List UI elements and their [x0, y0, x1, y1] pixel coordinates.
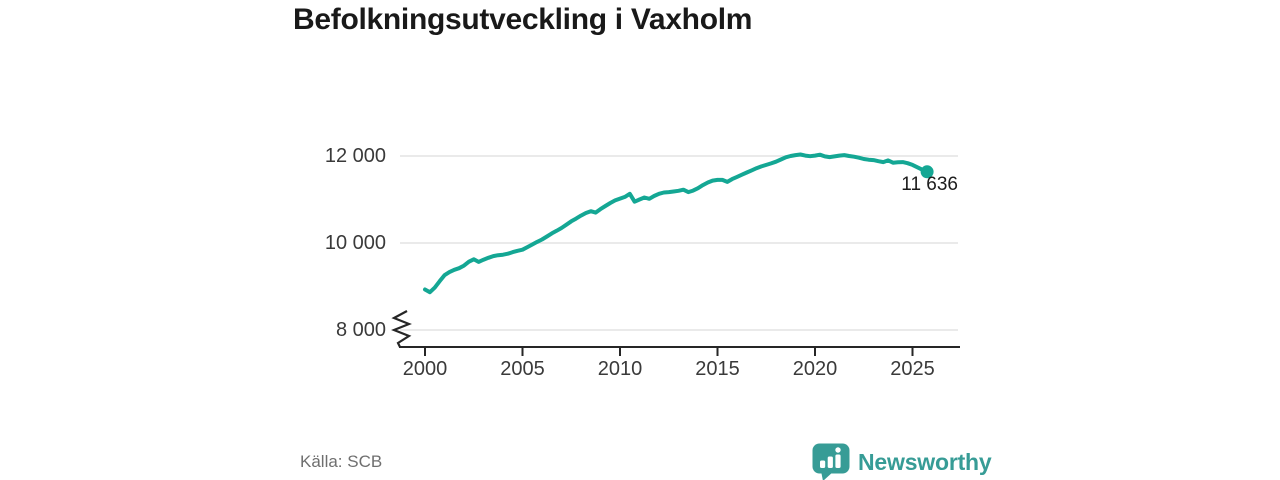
newsworthy-logo: Newsworthy [812, 443, 992, 480]
x-tick-label: 2005 [500, 358, 545, 380]
latest-value-dot [920, 165, 934, 179]
logo-bar-medium [827, 456, 833, 468]
chart-title: Befolkningsutveckling i Vaxholm [293, 3, 753, 36]
newsworthy-logo-text: Newsworthy [858, 448, 992, 475]
x-tick-label: 2000 [402, 358, 448, 380]
newsworthy-bar-chart-bubble-icon [812, 443, 850, 480]
x-tick-label: 2025 [890, 358, 935, 380]
logo-exclamation-dot [835, 447, 841, 453]
y-tick-label: 10 000 [324, 232, 386, 254]
logo-bar-tall [835, 454, 841, 468]
gridline-layer [400, 155, 958, 331]
x-axis-tick-layer [424, 347, 914, 356]
source-label: Källa: SCB [300, 452, 383, 471]
y-axis-break-icon [391, 310, 412, 348]
y-tick-label: 12 000 [324, 145, 386, 167]
x-tick-label: 2015 [695, 358, 740, 380]
x-tick-label: 2010 [597, 358, 643, 380]
y-tick-label: 8 000 [335, 319, 386, 341]
logo-bar-short [820, 460, 826, 468]
latest-value-label: 11 636 [901, 174, 958, 195]
population-trend-line [423, 152, 930, 295]
x-tick-label: 2020 [792, 358, 838, 380]
